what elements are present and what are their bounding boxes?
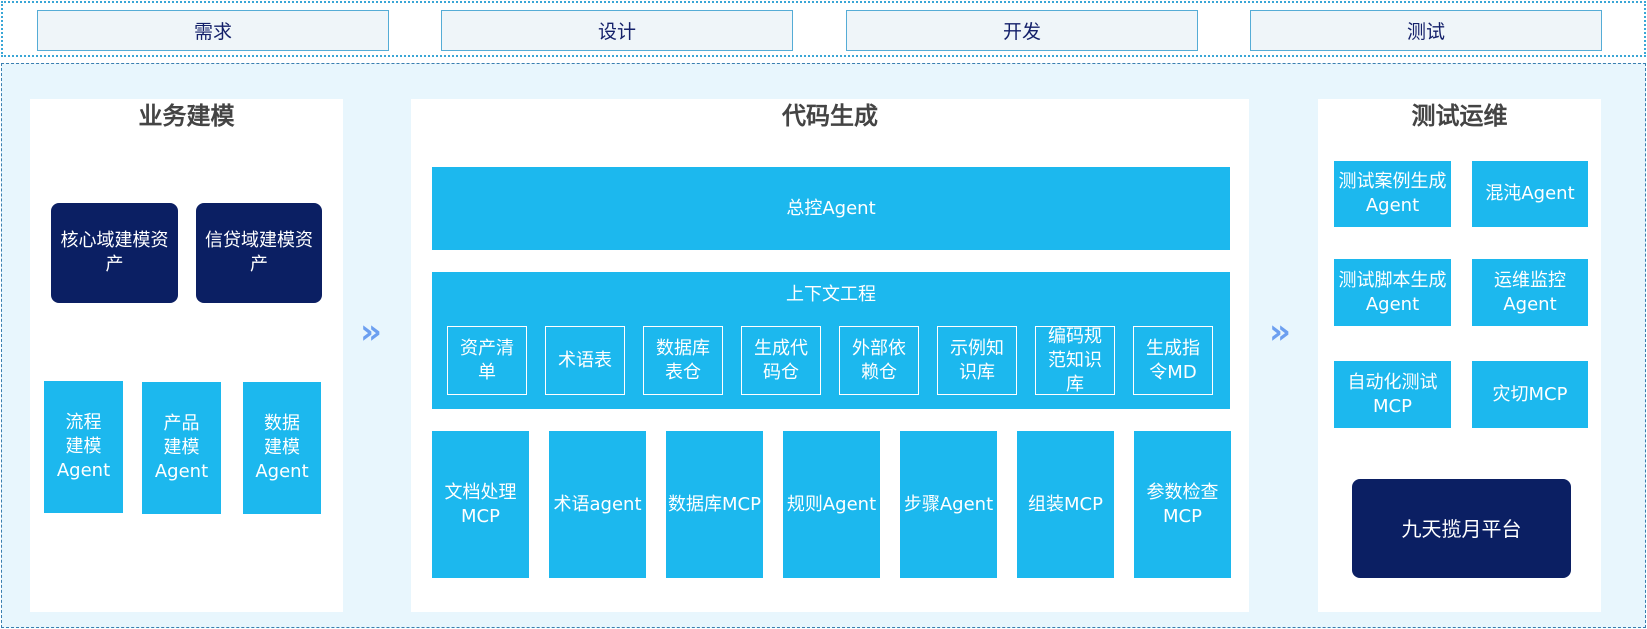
- tool-box: 规则Agent: [783, 431, 880, 578]
- context-engineering-title: 上下文工程: [786, 284, 876, 305]
- phase-requirements: 需求: [37, 10, 389, 51]
- test-ops-box: 测试脚本生成Agent: [1334, 259, 1451, 326]
- panel-title: 代码生成: [782, 102, 878, 130]
- phase-testing: 测试: [1250, 10, 1602, 51]
- tool-box: 参数检查MCP: [1134, 431, 1231, 578]
- tool-box: 数据库MCP: [666, 431, 763, 578]
- context-item: 术语表: [545, 326, 625, 395]
- tool-box: 步骤Agent: [900, 431, 997, 578]
- test-ops-box: 自动化测试MCP: [1334, 361, 1451, 428]
- test-ops-panel: 测试运维 测试案例生成Agent 混沌Agent 测试脚本生成Agent 运维监…: [1318, 99, 1601, 612]
- master-agent-box: 总控Agent: [432, 167, 1230, 250]
- double-chevron-right-icon: »: [1269, 312, 1291, 352]
- tool-box: 组装MCP: [1017, 431, 1114, 578]
- platform-box: 九天揽月平台: [1352, 479, 1571, 578]
- asset-box: 信贷域建模资产: [196, 203, 322, 303]
- agent-box: 产品建模Agent: [142, 382, 221, 514]
- agent-box: 数据建模Agent: [243, 382, 321, 514]
- business-modeling-panel: 业务建模 核心域建模资产 信贷域建模资产 流程建模Agent 产品建模Agent…: [30, 99, 343, 612]
- double-chevron-right-icon: »: [360, 312, 382, 352]
- tool-box: 术语agent: [549, 431, 646, 578]
- phase-bar: [1, 1, 1646, 57]
- context-item: 资产清单: [447, 326, 527, 395]
- test-ops-box: 混沌Agent: [1472, 161, 1588, 227]
- agent-box: 流程建模Agent: [44, 381, 123, 513]
- context-item: 示例知识库: [937, 326, 1017, 395]
- context-item: 生成代码仓: [741, 326, 821, 395]
- test-ops-box: 运维监控Agent: [1472, 259, 1588, 326]
- tool-box: 文档处理MCP: [432, 431, 529, 578]
- context-item: 生成指令MD: [1133, 326, 1213, 395]
- context-item: 编码规范知识库: [1035, 326, 1115, 395]
- panel-title: 业务建模: [138, 102, 235, 130]
- context-engineering-box: 上下文工程: [432, 272, 1230, 409]
- phase-development: 开发: [846, 10, 1198, 51]
- panel-title: 测试运维: [1411, 102, 1508, 130]
- context-item: 外部依赖仓: [839, 326, 919, 395]
- test-ops-box: 灾切MCP: [1472, 361, 1588, 428]
- test-ops-box: 测试案例生成Agent: [1334, 161, 1451, 227]
- code-generation-panel: 代码生成 总控Agent 上下文工程 资产清单 术语表 数据库表仓 生成代码仓 外部依赖…: [411, 99, 1249, 612]
- context-item: 数据库表仓: [643, 326, 723, 395]
- asset-box: 核心域建模资产: [51, 203, 178, 303]
- phase-design: 设计: [441, 10, 793, 51]
